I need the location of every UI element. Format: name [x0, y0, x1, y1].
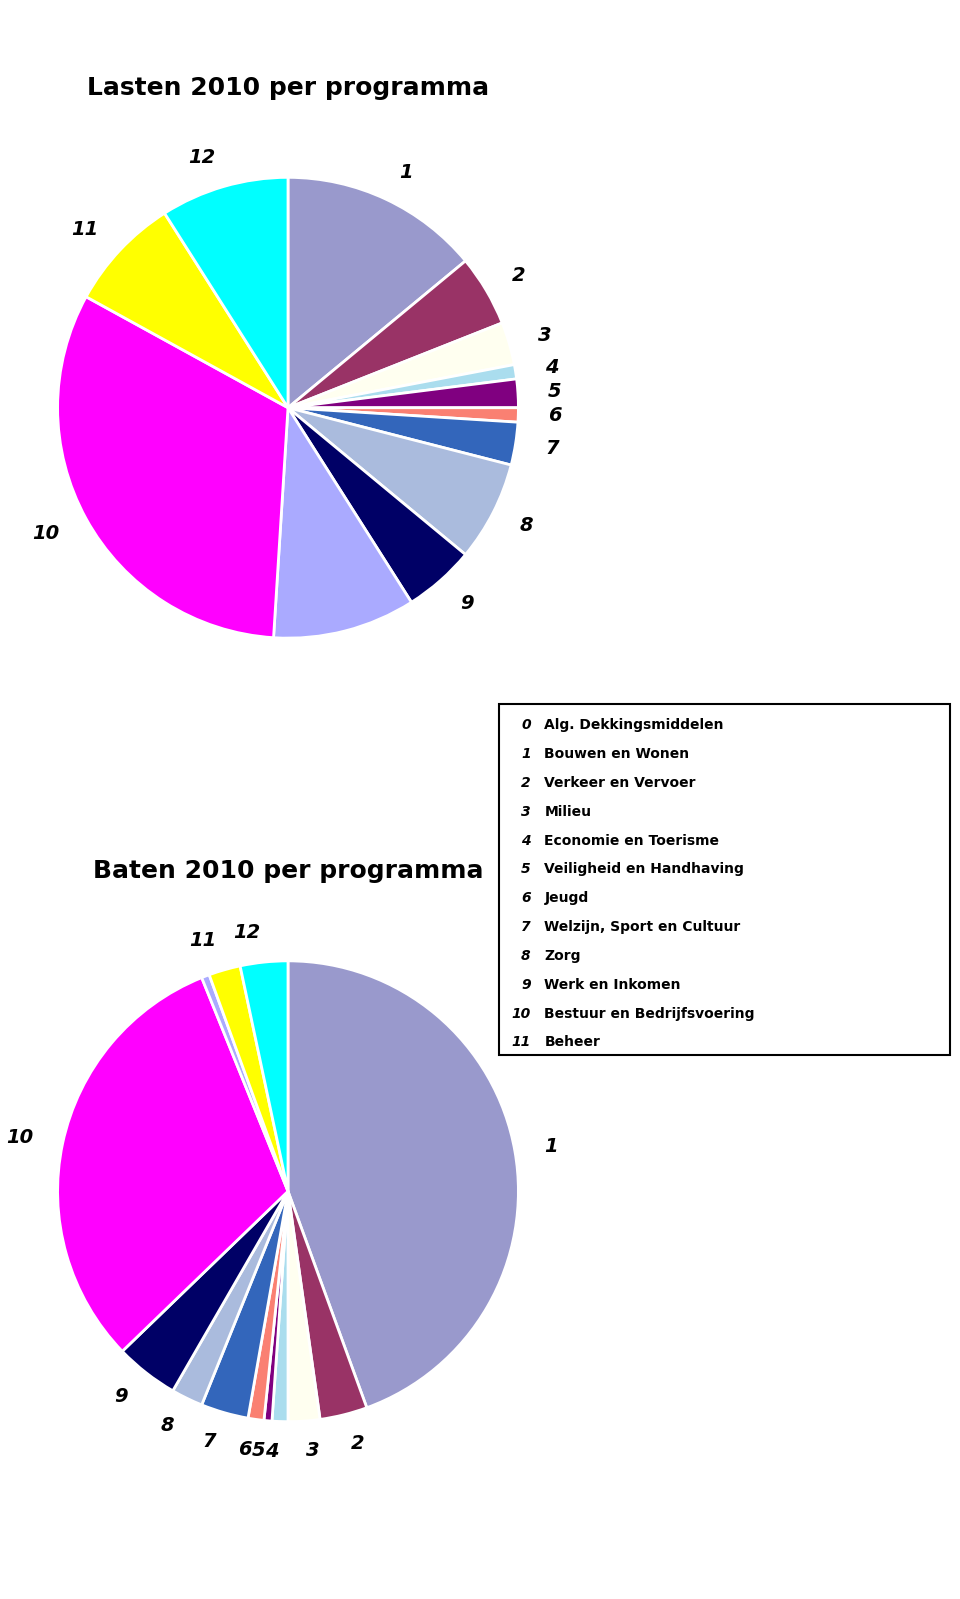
Wedge shape	[272, 1191, 288, 1422]
Wedge shape	[86, 213, 288, 408]
Text: Beheer: Beheer	[544, 1036, 600, 1049]
Text: 0: 0	[521, 718, 531, 732]
Text: Zorg: Zorg	[544, 948, 581, 963]
Text: Bestuur en Bedrijfsvoering: Bestuur en Bedrijfsvoering	[544, 1006, 755, 1020]
Text: 1: 1	[544, 1137, 558, 1156]
Text: 11: 11	[512, 1036, 531, 1049]
Text: 4: 4	[265, 1442, 279, 1461]
Wedge shape	[248, 1191, 288, 1420]
Text: 6: 6	[548, 406, 562, 425]
Wedge shape	[202, 975, 288, 1191]
Text: 9: 9	[460, 593, 474, 612]
Wedge shape	[122, 1191, 288, 1391]
Wedge shape	[288, 323, 515, 408]
Wedge shape	[58, 977, 288, 1351]
Wedge shape	[58, 297, 288, 638]
Text: 8: 8	[160, 1415, 174, 1434]
Text: 12: 12	[233, 923, 261, 942]
Wedge shape	[202, 1191, 288, 1418]
Text: 2: 2	[351, 1434, 365, 1453]
Text: 3: 3	[306, 1441, 320, 1460]
Text: Werk en Inkomen: Werk en Inkomen	[544, 977, 681, 991]
Text: 4: 4	[521, 833, 531, 847]
Text: 8: 8	[520, 516, 534, 536]
Text: Economie en Toerisme: Economie en Toerisme	[544, 833, 719, 847]
Wedge shape	[288, 261, 502, 408]
Text: 1: 1	[521, 747, 531, 761]
Wedge shape	[288, 177, 466, 408]
Text: Jeugd: Jeugd	[544, 891, 588, 905]
Text: 7: 7	[203, 1433, 216, 1450]
Text: Milieu: Milieu	[544, 804, 591, 819]
Text: 6: 6	[521, 891, 531, 905]
Text: 3: 3	[521, 804, 531, 819]
Text: 10: 10	[6, 1127, 34, 1146]
Wedge shape	[288, 1191, 320, 1422]
Text: Alg. Dekkingsmiddelen: Alg. Dekkingsmiddelen	[544, 718, 724, 732]
Text: Verkeer en Vervoer: Verkeer en Vervoer	[544, 776, 696, 790]
Text: 4: 4	[545, 358, 559, 376]
Text: 2: 2	[512, 265, 526, 285]
Wedge shape	[288, 408, 511, 555]
Text: 5: 5	[521, 862, 531, 876]
Text: 6: 6	[238, 1439, 252, 1458]
Text: 8: 8	[521, 948, 531, 963]
Wedge shape	[288, 961, 518, 1407]
Text: 9: 9	[521, 977, 531, 991]
Text: 12: 12	[188, 149, 215, 168]
Wedge shape	[288, 408, 518, 465]
Text: 5: 5	[252, 1441, 265, 1460]
Text: 10: 10	[512, 1006, 531, 1020]
Text: 5: 5	[548, 382, 562, 401]
Text: 1: 1	[398, 163, 413, 182]
Wedge shape	[288, 1191, 367, 1420]
Wedge shape	[288, 408, 466, 603]
Wedge shape	[240, 961, 288, 1191]
Title: Lasten 2010 per programma: Lasten 2010 per programma	[87, 75, 489, 99]
Wedge shape	[164, 177, 288, 408]
Wedge shape	[209, 966, 288, 1191]
Wedge shape	[288, 379, 518, 408]
Text: 7: 7	[545, 440, 559, 457]
Text: 11: 11	[71, 221, 98, 238]
Text: 3: 3	[538, 326, 552, 345]
Text: Welzijn, Sport en Cultuur: Welzijn, Sport en Cultuur	[544, 919, 740, 934]
Text: 10: 10	[33, 523, 60, 542]
Text: Veiligheid en Handhaving: Veiligheid en Handhaving	[544, 862, 744, 876]
Text: 7: 7	[521, 919, 531, 934]
Wedge shape	[274, 408, 412, 638]
Text: 2: 2	[521, 776, 531, 790]
Wedge shape	[264, 1191, 288, 1422]
Text: 11: 11	[189, 932, 216, 950]
Text: 9: 9	[114, 1386, 128, 1406]
Wedge shape	[288, 408, 518, 422]
Text: Bouwen en Wonen: Bouwen en Wonen	[544, 747, 689, 761]
Wedge shape	[173, 1191, 288, 1406]
Wedge shape	[288, 365, 516, 408]
Title: Baten 2010 per programma: Baten 2010 per programma	[93, 859, 483, 883]
